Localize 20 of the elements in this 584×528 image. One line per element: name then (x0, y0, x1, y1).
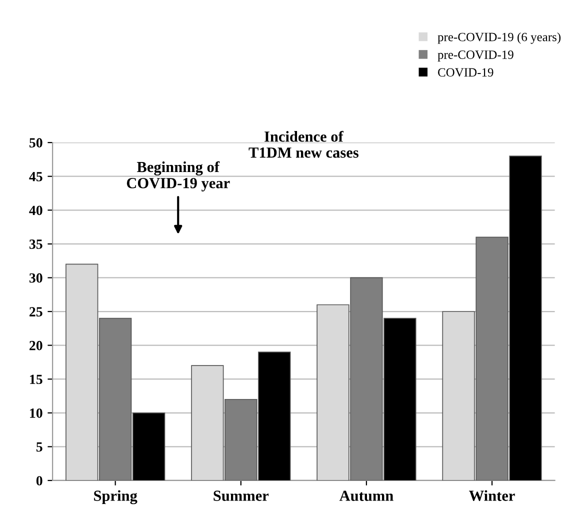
y-tick-label: 20 (30, 340, 42, 350)
annotation: Beginning of COVID-19 year (126, 161, 230, 192)
y-tick-label: 45 (29, 172, 42, 182)
y-tick-label: 0 (36, 476, 42, 486)
y-tick-label: 40 (29, 206, 42, 216)
y-tick-label: 50 (30, 138, 42, 148)
y-tick-label: 30 (29, 273, 42, 283)
legend-label: COVID-19 (438, 68, 494, 77)
legend-label: pre-COVID-19 (438, 50, 514, 62)
y-tick-label: 35 (29, 240, 42, 249)
y-tick-label: 15 (30, 374, 42, 384)
x-tick-label: Autumn (339, 490, 394, 501)
x-tick-label: Spring (94, 490, 138, 504)
x-tick-label: Winter (469, 490, 515, 502)
legend-label: pre-COVID-19 (6 years) (438, 32, 561, 44)
x-tick-label: Summer (214, 490, 269, 501)
y-tick-label: 10 (30, 408, 42, 418)
y-tick-label: 25 (30, 307, 42, 316)
annotation: Incidence of T1DM new cases (248, 130, 358, 158)
y-tick-label: 5 (36, 442, 42, 452)
